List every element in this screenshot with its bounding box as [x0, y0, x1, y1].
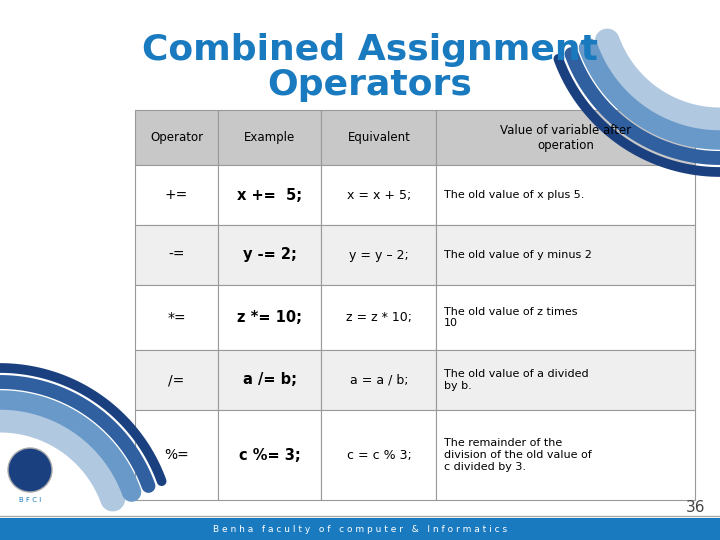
Text: x = x + 5;: x = x + 5;	[347, 188, 411, 201]
Bar	[436, 350, 695, 410]
Circle shape	[8, 448, 52, 492]
Text: The old value of x plus 5.: The old value of x plus 5.	[444, 190, 585, 200]
Bar	[436, 225, 695, 285]
Text: +=: +=	[165, 188, 188, 202]
Bar	[436, 110, 695, 165]
Text: y -= 2;: y -= 2;	[243, 247, 297, 262]
Text: *=: *=	[167, 310, 186, 325]
Text: /=: /=	[168, 373, 184, 387]
Bar	[135, 110, 218, 165]
Text: x +=  5;: x += 5;	[237, 187, 302, 202]
Bar	[436, 165, 695, 225]
Bar	[218, 410, 322, 500]
Bar	[436, 410, 695, 500]
Bar	[218, 285, 322, 350]
Bar	[135, 225, 218, 285]
Text: z *= 10;: z *= 10;	[237, 310, 302, 325]
Text: c %= 3;: c %= 3;	[239, 448, 300, 462]
Text: The old value of a divided
by b.: The old value of a divided by b.	[444, 369, 589, 391]
Text: Equivalent: Equivalent	[348, 131, 410, 144]
Text: 36: 36	[685, 501, 705, 516]
Bar	[218, 350, 322, 410]
Text: -=: -=	[168, 248, 185, 262]
Bar	[218, 110, 322, 165]
Text: B F C I: B F C I	[19, 497, 41, 503]
Text: a = a / b;: a = a / b;	[350, 374, 408, 387]
Bar	[218, 165, 322, 225]
Text: Combined Assignment: Combined Assignment	[142, 33, 598, 67]
Bar	[218, 225, 322, 285]
Bar	[322, 225, 436, 285]
Text: Operators: Operators	[268, 68, 472, 102]
Text: c = c % 3;: c = c % 3;	[346, 449, 411, 462]
Bar	[322, 165, 436, 225]
Bar	[322, 110, 436, 165]
Text: Example: Example	[244, 131, 295, 144]
Bar	[322, 285, 436, 350]
Bar	[135, 350, 218, 410]
Bar	[0, 518, 720, 540]
Bar	[135, 165, 218, 225]
Text: Operator: Operator	[150, 131, 203, 144]
Text: z = z * 10;: z = z * 10;	[346, 311, 412, 324]
Text: %=: %=	[164, 448, 189, 462]
Text: a /= b;: a /= b;	[243, 373, 297, 388]
Bar	[436, 285, 695, 350]
Bar	[322, 410, 436, 500]
Bar	[135, 410, 218, 500]
Text: The old value of y minus 2: The old value of y minus 2	[444, 250, 592, 260]
Text: The old value of z times
10: The old value of z times 10	[444, 307, 577, 328]
Text: y = y – 2;: y = y – 2;	[349, 248, 409, 261]
Bar	[135, 285, 218, 350]
Text: The remainder of the
division of the old value of
c divided by 3.: The remainder of the division of the old…	[444, 438, 592, 471]
Text: B e n h a   f a c u l t y   o f   c o m p u t e r   &   I n f o r m a t i c s: B e n h a f a c u l t y o f c o m p u t …	[213, 524, 507, 534]
Text: Value of variable after
operation: Value of variable after operation	[500, 124, 631, 152]
Bar	[322, 350, 436, 410]
